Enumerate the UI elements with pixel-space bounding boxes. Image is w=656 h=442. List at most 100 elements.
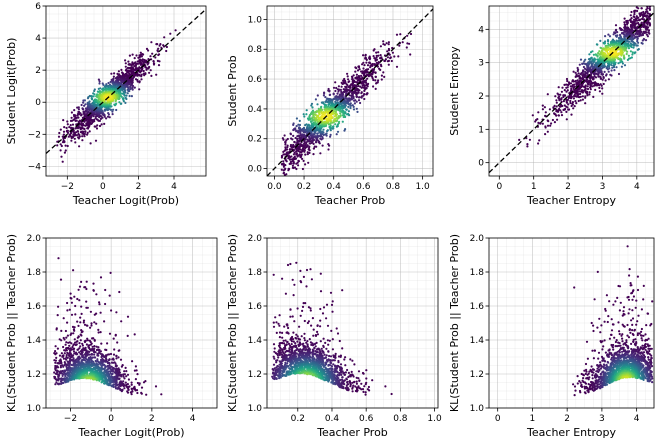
data-point bbox=[597, 52, 600, 55]
data-point bbox=[377, 79, 380, 82]
y-axis-label: Student Entropy bbox=[448, 46, 461, 136]
data-point bbox=[626, 50, 629, 53]
data-point bbox=[54, 383, 57, 386]
data-point bbox=[629, 50, 633, 53]
data-point bbox=[290, 137, 293, 140]
data-point bbox=[371, 73, 374, 76]
data-point bbox=[81, 135, 84, 138]
data-point bbox=[55, 352, 58, 355]
data-point bbox=[93, 321, 96, 324]
y-tick-label: 6 bbox=[35, 2, 41, 12]
data-point bbox=[639, 14, 642, 18]
data-point bbox=[551, 118, 555, 122]
data-point bbox=[365, 93, 368, 96]
data-point bbox=[295, 167, 298, 171]
data-point bbox=[83, 349, 86, 352]
data-point bbox=[361, 84, 364, 87]
data-point bbox=[126, 66, 130, 69]
data-point bbox=[90, 322, 93, 325]
data-point bbox=[610, 64, 613, 67]
data-point bbox=[139, 51, 142, 54]
data-point bbox=[363, 64, 366, 67]
data-point bbox=[79, 321, 82, 324]
reference-line bbox=[267, 8, 433, 176]
data-point bbox=[292, 122, 295, 125]
data-point bbox=[302, 159, 305, 162]
data-point bbox=[127, 378, 130, 381]
data-point bbox=[319, 106, 323, 109]
data-point bbox=[357, 66, 361, 69]
data-point bbox=[576, 66, 579, 70]
data-point bbox=[73, 338, 76, 341]
data-point bbox=[54, 350, 57, 353]
data-point bbox=[95, 293, 98, 296]
data-point bbox=[127, 60, 130, 63]
data-point bbox=[355, 100, 358, 103]
data-point bbox=[109, 80, 112, 83]
data-point bbox=[76, 353, 79, 356]
data-point bbox=[578, 63, 581, 66]
data-point bbox=[146, 63, 149, 66]
data-point bbox=[359, 101, 362, 105]
data-point bbox=[635, 44, 638, 47]
data-point bbox=[342, 79, 345, 82]
data-point bbox=[92, 289, 95, 292]
data-point bbox=[90, 97, 94, 100]
data-point bbox=[607, 40, 610, 43]
data-point bbox=[582, 69, 585, 72]
data-point bbox=[136, 60, 139, 63]
data-point bbox=[66, 309, 69, 312]
data-point bbox=[636, 48, 640, 51]
data-point bbox=[54, 376, 57, 379]
data-point bbox=[62, 355, 65, 358]
data-point bbox=[374, 71, 377, 74]
data-point bbox=[99, 352, 102, 355]
data-point bbox=[391, 51, 394, 54]
data-point bbox=[97, 331, 100, 334]
data-point bbox=[343, 90, 346, 94]
data-point bbox=[326, 129, 329, 132]
data-point bbox=[107, 81, 110, 85]
data-point bbox=[349, 104, 352, 107]
data-point bbox=[125, 375, 128, 378]
data-point bbox=[637, 7, 640, 10]
data-point bbox=[69, 292, 72, 295]
data-point bbox=[103, 355, 106, 359]
data-point bbox=[57, 305, 60, 308]
data-point bbox=[282, 160, 285, 163]
data-point bbox=[375, 82, 378, 85]
data-point bbox=[120, 320, 123, 323]
data-point bbox=[336, 130, 340, 133]
points bbox=[518, 6, 652, 148]
data-point bbox=[623, 33, 626, 36]
data-point bbox=[339, 110, 342, 113]
data-point bbox=[142, 53, 145, 56]
data-point bbox=[286, 144, 289, 147]
data-point bbox=[77, 108, 80, 111]
data-point bbox=[627, 47, 631, 50]
x-tick-label: 0.2 bbox=[297, 182, 311, 192]
data-point bbox=[115, 108, 118, 112]
data-point bbox=[145, 68, 148, 71]
data-point bbox=[66, 123, 69, 126]
data-point bbox=[579, 99, 582, 102]
data-point bbox=[325, 117, 328, 120]
data-point bbox=[308, 142, 311, 145]
data-point bbox=[53, 371, 56, 374]
data-point bbox=[69, 333, 72, 336]
data-point bbox=[77, 136, 80, 139]
data-point bbox=[334, 89, 337, 93]
x-tick-label: 1.0 bbox=[415, 182, 430, 192]
data-point bbox=[61, 364, 64, 367]
data-point bbox=[115, 311, 118, 314]
data-point bbox=[154, 385, 158, 388]
data-point bbox=[353, 102, 356, 105]
data-point bbox=[358, 68, 361, 71]
data-point bbox=[594, 81, 597, 84]
data-point bbox=[135, 54, 138, 57]
data-point bbox=[136, 373, 139, 376]
data-point bbox=[377, 54, 380, 57]
data-point bbox=[647, 19, 650, 22]
data-point bbox=[104, 302, 107, 306]
